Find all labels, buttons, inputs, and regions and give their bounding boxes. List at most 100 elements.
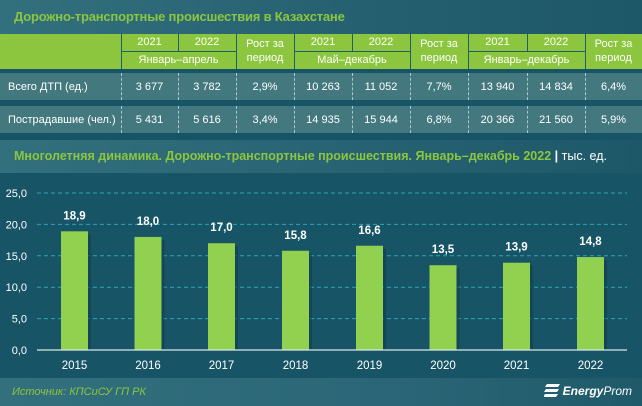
table-row: Всего ДТП (ед.) 3 677 3 782 2,9% 10 263 11 05… (0, 73, 642, 100)
row-divider (294, 73, 295, 100)
logo-text-light: Prom (603, 384, 632, 398)
header-growth-line: период (420, 51, 458, 64)
header-year: 2021 (137, 35, 162, 48)
source-note: Источник: КПСиСУ ГП РК (12, 386, 146, 398)
row-value: 5,9% (600, 113, 627, 126)
data-label: 17,0 (210, 222, 232, 234)
data-label: 18,9 (63, 210, 85, 222)
row-value: 6,8% (426, 113, 452, 126)
bar (503, 262, 530, 350)
energyprom-logo: Energy Prom (543, 384, 632, 398)
row-divider (121, 73, 122, 100)
data-label: 13,5 (432, 244, 455, 256)
header-divider (410, 34, 411, 69)
x-tick-label: 2017 (209, 360, 235, 372)
row-divider (236, 73, 237, 100)
y-tick-label: 20,0 (6, 219, 27, 231)
header-divider (294, 51, 410, 52)
x-tick-label: 2019 (357, 360, 383, 372)
x-tick-label: 2021 (504, 360, 530, 372)
header-growth: Рост за период (410, 34, 468, 69)
header-year: 2021 (485, 35, 510, 48)
header-divider (178, 34, 179, 51)
header-year: 2022 (368, 35, 394, 48)
header-period: Май–декабрь (317, 53, 387, 66)
header-year: 2022 (194, 35, 220, 48)
title-separator: | (554, 149, 559, 163)
bar (282, 250, 309, 350)
row-value: 11 052 (364, 80, 398, 93)
chart-title-bar: Многолетняя динамика. Дорожно-транспортн… (0, 140, 642, 173)
row-value: 3,4% (252, 113, 278, 126)
x-tick-label: 2015 (62, 360, 88, 372)
header-year: 2022 (543, 35, 569, 48)
header-year: 2021 (310, 35, 336, 48)
page-title: Дорожно-транспортные происшествия в Каза… (14, 9, 345, 24)
y-tick-label: 10,0 (6, 282, 27, 294)
row-divider (527, 73, 528, 100)
row-divider (178, 106, 179, 133)
header-growth-line: Рост за (420, 37, 458, 50)
chart-unit: тыс. ед. (561, 149, 607, 163)
row-divider (178, 73, 179, 100)
table-row: Пострадавшие (чел.) 5 431 5 616 3,4% 14 935 1… (0, 106, 642, 133)
row-divider (352, 106, 353, 133)
row-divider (236, 106, 237, 133)
data-label: 18,0 (137, 216, 159, 228)
bar (356, 245, 383, 350)
x-tick-label: 2016 (135, 360, 161, 372)
row-value: 7,7% (426, 80, 452, 93)
header-divider (468, 51, 585, 52)
row-divider (352, 73, 353, 100)
title-bar: Дорожно-транспортные происшествия в Каза… (0, 0, 642, 34)
row-value: 3 677 (135, 80, 164, 93)
header-divider (121, 51, 236, 52)
header-period: Январь–апрель (138, 53, 219, 66)
row-divider (468, 73, 469, 100)
header-period: Январь–декабрь (483, 53, 570, 66)
header-growth-line: Рост за (246, 37, 284, 50)
header-growth-line: период (246, 51, 284, 64)
row-divider (121, 106, 122, 133)
header-divider (352, 34, 353, 51)
row-divider (410, 73, 411, 100)
row-value: 21 560 (539, 113, 573, 126)
energyprom-logo-icon (543, 384, 560, 397)
header-divider (527, 34, 528, 51)
data-label: 13,9 (505, 242, 527, 254)
header-divider (236, 34, 237, 69)
x-tick-label: 2020 (430, 360, 456, 372)
row-value: 5 616 (193, 113, 221, 126)
bar (429, 265, 457, 350)
header-divider (585, 34, 586, 69)
row-value: 3 782 (193, 80, 221, 93)
row-divider (468, 106, 469, 133)
bar (134, 236, 162, 350)
row-value: 5 431 (135, 113, 164, 126)
row-value: 15 944 (364, 113, 398, 126)
row-value: 13 940 (480, 80, 515, 93)
header-growth: Рост за период (585, 34, 642, 69)
row-value: 2,9% (252, 80, 278, 93)
data-label: 14,8 (579, 236, 602, 248)
logo-text-bold: Energy (562, 384, 604, 398)
bar-chart: 0,0 5,0 10,0 15,0 20,0 25,0 18,9 2015 18,0 2016 17… (6, 188, 627, 372)
data-label: 15,8 (284, 230, 307, 242)
row-divider (294, 106, 295, 133)
table-header: 2021 2022 Январь–апрель Рост за период 2021 20… (0, 34, 642, 69)
x-tick-label: 2018 (283, 360, 309, 372)
header-growth: Рост за период (236, 34, 294, 69)
y-tick-label: 5,0 (12, 314, 27, 326)
row-value: 14 935 (306, 113, 340, 126)
bar (61, 231, 88, 350)
row-value: 6,4% (600, 80, 627, 93)
bar (577, 257, 604, 350)
row-divider (585, 73, 586, 100)
footer: Источник: КПСиСУ ГП РК Energy Prom (0, 378, 642, 406)
row-value: 10 263 (306, 80, 340, 93)
y-tick-label: 15,0 (6, 251, 27, 263)
y-tick-label: 0,0 (12, 345, 27, 357)
row-divider (410, 106, 411, 133)
row-divider (585, 106, 586, 133)
row-label: Пострадавшие (чел.) (8, 113, 116, 126)
